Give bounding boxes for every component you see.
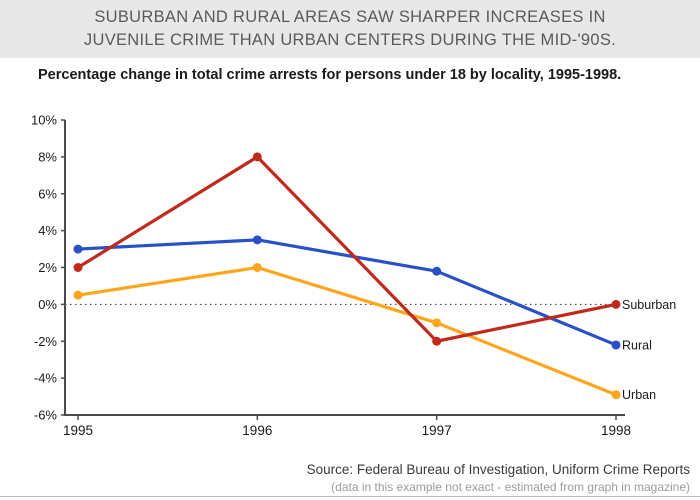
bottom-divider: [0, 496, 700, 497]
series-line-urban: [76, 265, 618, 397]
y-tick-label: -6%: [34, 408, 58, 423]
headline-banner: SUBURBAN AND RURAL AREAS SAW SHARPER INC…: [0, 0, 700, 58]
y-tick-label: -2%: [34, 334, 58, 349]
data-point-urban: [611, 390, 621, 400]
y-tick-label: 10%: [31, 113, 57, 128]
data-point-rural: [611, 340, 621, 350]
axes: [64, 120, 625, 416]
data-point-urban: [73, 290, 83, 300]
y-tick-label: 2%: [38, 260, 57, 275]
source-disclaimer: (data in this example not exact - estima…: [331, 480, 690, 494]
data-point-suburban: [252, 152, 262, 162]
data-point-suburban: [73, 263, 83, 272]
x-tick-label: 1997: [422, 423, 452, 438]
y-tick-label: 8%: [38, 149, 57, 164]
series-line-suburban: [76, 155, 618, 343]
x-tick-label: 1995: [63, 423, 93, 438]
y-tick-label: -4%: [34, 371, 58, 386]
source-attribution: Source: Federal Bureau of Investigation,…: [306, 462, 690, 477]
headline-line2: JUVENILE CRIME THAN URBAN CENTERS DURING…: [83, 31, 617, 49]
series-label-urban: Urban: [622, 388, 656, 402]
series-label-rural: Rural: [622, 338, 652, 352]
chart-subtitle: Percentage change in total crime arrests…: [38, 67, 622, 83]
headline-line1: SUBURBAN AND RURAL AREAS SAW SHARPER INC…: [94, 7, 606, 26]
series-line-rural: [76, 238, 618, 347]
data-point-suburban: [432, 336, 442, 346]
data-point-urban: [252, 263, 262, 272]
data-point-rural: [432, 266, 442, 276]
x-tick-label: 1998: [601, 423, 631, 438]
data-point-suburban: [611, 299, 621, 309]
y-tick-label: 4%: [38, 223, 57, 238]
series-label-suburban: Suburban: [622, 298, 676, 312]
y-tick-label: 6%: [38, 186, 57, 201]
line-chart: 10% 8% 6% 4% 2% 0% -2% -4% -6% 1995 1996 1997 1998 Su…: [31, 113, 676, 439]
x-tick-label: 1996: [242, 423, 272, 438]
data-point-rural: [73, 244, 83, 254]
data-point-urban: [432, 318, 442, 328]
data-point-rural: [252, 235, 262, 245]
y-tick-label: 0%: [38, 297, 57, 312]
